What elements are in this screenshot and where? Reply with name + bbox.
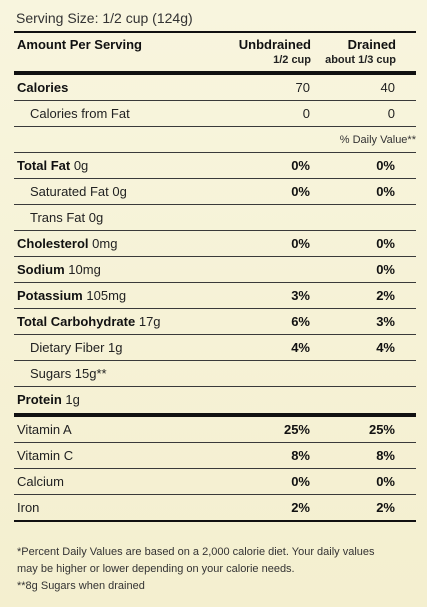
nutrient-row-sodium: Sodium 10mg 0% bbox=[14, 257, 416, 283]
vitamins-divider bbox=[14, 413, 416, 417]
row-divider bbox=[14, 204, 416, 205]
nutrient-row-total-carbohydrate: Total Carbohydrate 17g 6% 3% bbox=[14, 309, 416, 335]
drained-serving: about 1/3 cup bbox=[325, 54, 396, 66]
calories-label: Calories bbox=[17, 80, 69, 95]
nutrient-drained-dv: 0% bbox=[376, 184, 395, 199]
footnote-daily-values: *Percent Daily Values are based on a 2,0… bbox=[17, 546, 375, 558]
nutrient-row-saturated-fat: Saturated Fat 0g 0% 0% bbox=[14, 179, 416, 205]
nutrient-drained-dv: 3% bbox=[376, 314, 395, 329]
nutrient-row-dietary-fiber: Dietary Fiber 1g 4% 4% bbox=[14, 335, 416, 361]
nutrient-unbdrained-dv: 4% bbox=[291, 340, 310, 355]
calories-from-fat-unbdrained: 0 bbox=[302, 106, 310, 121]
vitamin-row-c: Vitamin C 8% 8% bbox=[14, 443, 416, 469]
calories-from-fat-label: Calories from Fat bbox=[30, 106, 130, 121]
vitamin-unbdrained-dv: 25% bbox=[283, 422, 310, 437]
nutrient-label: Dietary Fiber 1g bbox=[30, 340, 123, 355]
unbdrained-serving: 1/2 cup bbox=[273, 54, 311, 66]
header-divider bbox=[14, 71, 416, 75]
vitamin-label: Iron bbox=[17, 500, 40, 515]
nutrient-label: Potassium 105mg bbox=[17, 288, 127, 303]
calories-from-fat-row: Calories from Fat 0 0 bbox=[14, 101, 416, 127]
vitamin-drained-dv: 0% bbox=[376, 474, 395, 489]
nutrient-row-protein: Protein 1g bbox=[14, 387, 416, 413]
top-rule bbox=[14, 31, 416, 33]
vitamin-label: Vitamin C bbox=[17, 448, 74, 463]
nutrient-unbdrained-dv: 0% bbox=[291, 236, 310, 251]
row-divider bbox=[14, 178, 416, 179]
mineral-row-iron: Iron 2% 2% bbox=[14, 495, 416, 521]
nutrient-label: Saturated Fat 0g bbox=[30, 184, 127, 199]
daily-value-divider bbox=[14, 152, 416, 153]
row-divider bbox=[14, 256, 416, 257]
footnote-sugars-drained: **8g Sugars when drained bbox=[17, 580, 145, 592]
calories-unbdrained: 70 bbox=[295, 80, 310, 95]
vitamin-label: Vitamin A bbox=[17, 422, 72, 437]
calories-from-fat-drained: 0 bbox=[387, 106, 395, 121]
nutrient-drained-dv: 0% bbox=[376, 262, 395, 277]
row-divider bbox=[14, 494, 416, 495]
nutrient-drained-dv: 2% bbox=[376, 288, 395, 303]
nutrient-drained-dv: 0% bbox=[376, 158, 395, 173]
row-divider bbox=[14, 442, 416, 443]
serving-size: Serving Size: 1/2 cup (124g) bbox=[16, 10, 193, 26]
row-divider bbox=[14, 100, 416, 101]
bottom-rule bbox=[14, 520, 416, 522]
vitamin-drained-dv: 8% bbox=[376, 448, 395, 463]
nutrient-unbdrained-dv: 6% bbox=[291, 314, 310, 329]
vitamin-unbdrained-dv: 8% bbox=[291, 448, 310, 463]
amount-per-serving-label: Amount Per Serving bbox=[17, 37, 142, 52]
nutrient-label: Sodium 10mg bbox=[17, 262, 101, 277]
nutrient-label: Protein 1g bbox=[17, 392, 80, 407]
vitamin-unbdrained-dv: 0% bbox=[291, 474, 310, 489]
nutrient-label: Total Fat 0g bbox=[17, 158, 89, 173]
nutrient-row-potassium: Potassium 105mg 3% 2% bbox=[14, 283, 416, 309]
calories-drained: 40 bbox=[380, 80, 395, 95]
row-divider bbox=[14, 360, 416, 361]
vitamin-row-a: Vitamin A 25% 25% bbox=[14, 417, 416, 443]
row-divider bbox=[14, 334, 416, 335]
drained-title: Drained bbox=[347, 37, 396, 52]
row-divider bbox=[14, 126, 416, 127]
nutrient-drained-dv: 4% bbox=[376, 340, 395, 355]
unbdrained-column-header: Unbdrained 1/2 cup bbox=[239, 38, 311, 67]
nutrient-label: Trans Fat 0g bbox=[30, 210, 104, 225]
nutrient-label: Total Carbohydrate 17g bbox=[17, 314, 161, 329]
daily-value-header: % Daily Value** bbox=[339, 134, 416, 146]
row-divider bbox=[14, 468, 416, 469]
nutrient-label: Sugars 15g** bbox=[30, 366, 107, 381]
calories-row: Calories 70 40 bbox=[14, 75, 416, 101]
nutrient-label: Cholesterol 0mg bbox=[17, 236, 118, 251]
nutrient-drained-dv: 0% bbox=[376, 236, 395, 251]
row-divider bbox=[14, 386, 416, 387]
drained-column-header: Drained about 1/3 cup bbox=[325, 38, 396, 67]
nutrient-row-cholesterol: Cholesterol 0mg 0% 0% bbox=[14, 231, 416, 257]
mineral-row-calcium: Calcium 0% 0% bbox=[14, 469, 416, 495]
row-divider bbox=[14, 308, 416, 309]
row-divider bbox=[14, 282, 416, 283]
nutrient-row-trans-fat: Trans Fat 0g bbox=[14, 205, 416, 231]
nutrient-unbdrained-dv: 0% bbox=[291, 184, 310, 199]
row-divider bbox=[14, 230, 416, 231]
footnote-calorie-needs: may be higher or lower depending on your… bbox=[17, 563, 295, 575]
nutrient-unbdrained-dv: 3% bbox=[291, 288, 310, 303]
vitamin-drained-dv: 25% bbox=[368, 422, 395, 437]
vitamin-unbdrained-dv: 2% bbox=[291, 500, 310, 515]
nutrient-row-sugars: Sugars 15g** bbox=[14, 361, 416, 387]
vitamin-drained-dv: 2% bbox=[376, 500, 395, 515]
nutrient-unbdrained-dv: 0% bbox=[291, 158, 310, 173]
unbdrained-title: Unbdrained bbox=[238, 37, 311, 52]
vitamin-label: Calcium bbox=[17, 474, 64, 489]
nutrient-row-total-fat: Total Fat 0g 0% 0% bbox=[14, 153, 416, 179]
